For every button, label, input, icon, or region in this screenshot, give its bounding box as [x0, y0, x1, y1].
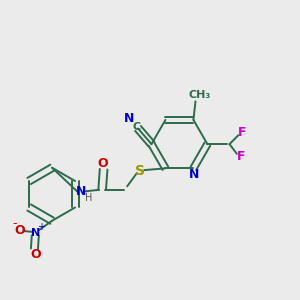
Text: N: N: [76, 185, 87, 198]
Text: H: H: [85, 193, 92, 203]
Text: F: F: [238, 126, 246, 139]
Text: O: O: [30, 248, 40, 260]
Text: N: N: [31, 227, 40, 238]
Text: -: -: [13, 217, 17, 230]
Text: N: N: [189, 168, 200, 181]
Text: F: F: [236, 150, 245, 163]
Text: +: +: [37, 222, 45, 232]
Text: C: C: [133, 122, 141, 132]
Text: N: N: [124, 112, 135, 124]
Text: S: S: [135, 164, 146, 178]
Text: O: O: [98, 157, 108, 170]
Text: CH₃: CH₃: [188, 90, 210, 100]
Text: O: O: [14, 224, 25, 237]
